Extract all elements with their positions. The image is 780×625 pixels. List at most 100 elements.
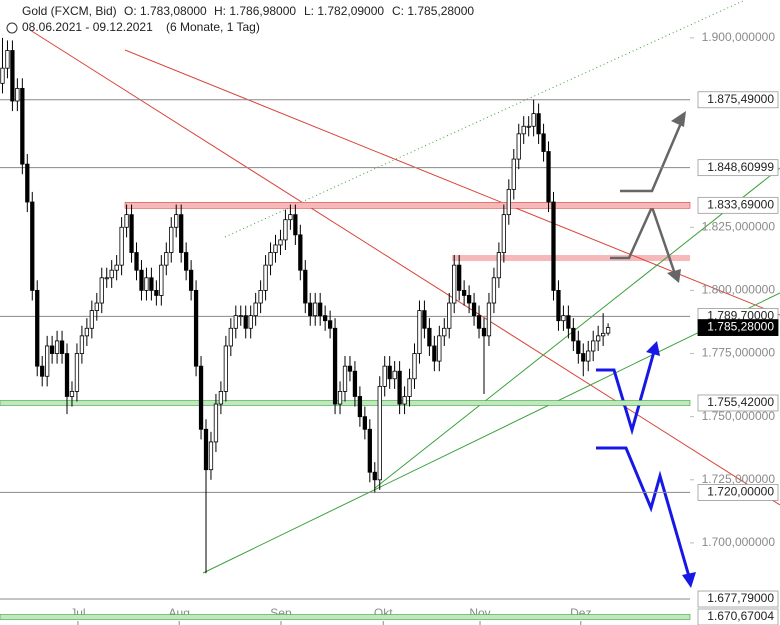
candle-body: [253, 302, 258, 317]
candle-body: [342, 365, 348, 392]
y-tick-label: 1.775,000000: [702, 346, 776, 360]
candle-body: [248, 315, 253, 329]
candle-body: [541, 133, 546, 152]
candle-body: [10, 50, 15, 102]
candle-body: [149, 277, 154, 291]
level-label: 1.670,67004: [707, 609, 774, 623]
scenario-arrow: [596, 446, 692, 581]
candle-body: [327, 320, 333, 329]
candle-body: [54, 340, 60, 354]
candle-body: [278, 239, 283, 246]
candle-body: [442, 327, 447, 337]
candle-body: [25, 163, 30, 203]
level-label: 1.755,42000: [707, 395, 774, 409]
candle-body: [15, 87, 20, 102]
candle-body: [461, 290, 467, 296]
candle-body: [452, 264, 457, 304]
candle-body: [352, 370, 358, 397]
candle-body: [457, 264, 462, 291]
candle-body: [521, 125, 526, 135]
candle-body: [372, 471, 377, 481]
candle-body: [556, 290, 561, 322]
scenario-arrow: [620, 115, 686, 193]
candle-body: [531, 113, 536, 127]
y-tick-label: 1.700,000000: [702, 535, 776, 549]
candle-body: [159, 264, 164, 296]
candle-body: [134, 252, 139, 271]
candle-body: [516, 133, 521, 160]
candle-body: [233, 315, 238, 329]
candle-body: [392, 370, 397, 380]
candle-body: [243, 315, 248, 329]
candle-body: [154, 290, 159, 296]
candle-body: [471, 302, 477, 317]
header: Gold (FXCM, Bid) O: 1.783,08000 H: 1.786…: [6, 4, 474, 34]
drawings: [29, 0, 780, 588]
candle-body: [193, 290, 199, 367]
close-label: C: 1.785,28000: [392, 4, 474, 18]
candle-body: [347, 365, 353, 372]
candle-body: [407, 378, 412, 397]
candle-body: [298, 234, 303, 271]
candle-body: [486, 302, 492, 337]
candle-body: [198, 365, 204, 430]
candle-body: [179, 214, 184, 253]
candle-body: [40, 365, 45, 377]
candle-body: [367, 428, 372, 473]
trendline-dotted: [224, 0, 746, 238]
candle-body: [84, 327, 90, 337]
subtitle: 08.06.2021 - 09.12.2021: [22, 20, 153, 34]
candle-body: [20, 87, 25, 165]
level-label-box: [697, 196, 779, 214]
candle-body: [288, 214, 293, 221]
candle-body: [566, 315, 571, 329]
open-label: O: 1.783,08000: [124, 4, 207, 18]
candle-body: [417, 310, 422, 354]
candle-body: [268, 252, 273, 266]
candle-body: [169, 226, 174, 253]
candle-body: [45, 345, 50, 377]
level-label: 1.677,79000: [707, 591, 774, 605]
candle-body: [491, 277, 497, 304]
y-tick-label: 1.750,000000: [702, 409, 776, 423]
candle-body: [596, 335, 601, 342]
level-label: 1.875,49000: [707, 92, 774, 106]
y-tick-label: 1.900,000000: [702, 30, 776, 44]
candle-body: [501, 214, 506, 253]
candle-body: [422, 310, 427, 329]
candle-body: [303, 269, 308, 304]
candle-body: [99, 277, 104, 304]
candle-body: [481, 327, 487, 337]
candle-body: [94, 302, 99, 312]
high-label: H: 1.786,98000: [214, 4, 296, 18]
arrow-head: [682, 572, 696, 588]
candle-body: [258, 290, 263, 304]
candle-body: [586, 350, 591, 362]
candle-body: [318, 302, 323, 317]
candle-body: [59, 340, 65, 354]
candle-body: [571, 327, 576, 342]
candle-body: [581, 353, 586, 362]
candle-body: [576, 340, 581, 354]
candle-body: [308, 302, 313, 317]
candle-body: [283, 219, 288, 241]
arrow-head: [671, 111, 686, 127]
candle-body: [605, 327, 611, 334]
candle-body: [79, 335, 85, 354]
candle-body: [49, 345, 55, 354]
candle-body: [89, 310, 94, 329]
candle-body: [387, 365, 392, 380]
candle-body: [228, 327, 233, 347]
y-tick-label: 1.725,000000: [702, 472, 776, 486]
scenario-arrow: [596, 347, 657, 436]
level-label-box: [697, 159, 779, 177]
resistance-zone: [452, 255, 690, 261]
candle-body: [184, 252, 189, 271]
candle-body: [213, 403, 219, 443]
title: Gold (FXCM, Bid): [22, 4, 117, 18]
candle-body: [223, 345, 229, 392]
candle-body: [476, 315, 482, 329]
scenario-arrow: [610, 203, 678, 278]
